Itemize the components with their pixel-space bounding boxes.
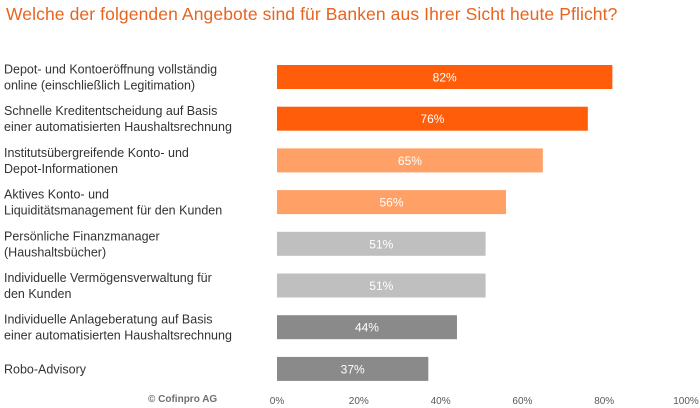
value-label-8: 37% — [341, 362, 365, 376]
bar-4 — [277, 190, 507, 215]
bar-7 — [277, 315, 457, 340]
bar-6 — [277, 273, 486, 298]
category-label-4: Aktives Konto- und Liquiditätsmanagement … — [4, 188, 222, 218]
category-label-2: Schnelle Kreditentscheidung auf Basis ein… — [4, 104, 232, 134]
value-label-3: 65% — [398, 154, 422, 168]
value-label-1: 82% — [433, 71, 457, 85]
category-label-8: Robo-Advisory — [4, 362, 87, 376]
bar-5 — [277, 231, 486, 256]
value-label-4: 56% — [380, 196, 404, 210]
category-label-6: Individuelle Vermögensverwaltung für den … — [4, 271, 212, 301]
bar-2 — [277, 106, 588, 131]
chart-title: Welche der folgenden Angebote sind für B… — [6, 4, 618, 24]
x-tick-label-5: 80% — [594, 396, 614, 407]
value-label-2: 76% — [420, 112, 444, 126]
x-tick-label-2: 20% — [349, 396, 369, 407]
category-label-7: Individuelle Anlageberatung auf Basis ein… — [4, 313, 232, 343]
category-label-5: Persönliche Finanzmanager (Haushaltsbüche… — [4, 229, 160, 259]
x-tick-label-4: 60% — [512, 396, 532, 407]
copyright-notice: © Cofinpro AG — [148, 394, 218, 405]
x-tick-label-6: 100% — [673, 396, 699, 407]
value-label-7: 44% — [355, 321, 379, 335]
bar-3 — [277, 148, 543, 173]
category-label-3: Institutsübergreifende Konto- und Depot-I… — [4, 146, 189, 176]
category-label-1: Depot- und Kontoeröffnung vollständig onl… — [4, 63, 217, 93]
value-label-6: 51% — [369, 279, 393, 293]
x-tick-label-1: 0% — [270, 396, 285, 407]
bar-1 — [277, 65, 613, 89]
bar-8 — [277, 356, 429, 381]
value-label-5: 51% — [369, 237, 393, 251]
x-tick-label-3: 40% — [431, 396, 451, 407]
